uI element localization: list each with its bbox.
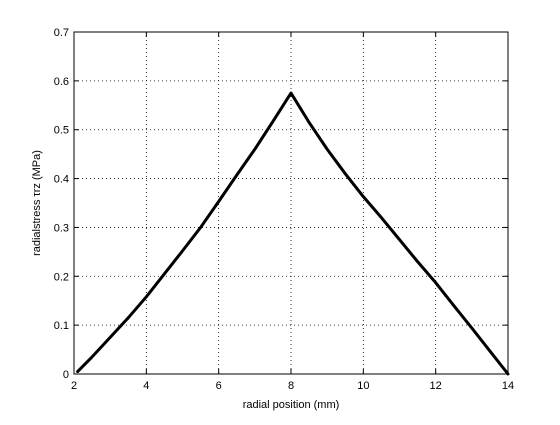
y-tick-label: 0.5 [54, 125, 69, 137]
x-tick-label: 8 [288, 380, 294, 392]
x-axis-label: radial position (mm) [243, 399, 340, 411]
y-axis-label: radialstress τrz (MPa) [31, 150, 43, 256]
y-tick-label: 0.1 [54, 320, 69, 332]
y-tick-label: 0.3 [54, 222, 69, 234]
series-layer [76, 91, 510, 376]
y-tick-label: 0.7 [54, 27, 69, 39]
x-tick-label: 6 [216, 380, 222, 392]
x-axis-ticks: 2 4 6 8 10 12 14 [71, 32, 514, 392]
plot-frame [73, 31, 509, 375]
x-tick-label: 14 [502, 380, 514, 392]
y-tick-label: 0.4 [54, 174, 69, 186]
x-tick-label: 4 [143, 380, 149, 392]
y-tick-label: 0.6 [54, 76, 69, 88]
grid [74, 32, 508, 374]
y-tick-label: 0 [63, 369, 69, 381]
y-axis-ticks: 0 0.1 0.2 0.3 0.4 0.5 0.6 0.7 [54, 27, 508, 381]
x-tick-label: 12 [430, 380, 442, 392]
y-tick-label: 0.2 [54, 271, 69, 283]
series-line [76, 91, 510, 376]
x-tick-label: 2 [71, 380, 77, 392]
x-tick-label: 10 [357, 380, 369, 392]
